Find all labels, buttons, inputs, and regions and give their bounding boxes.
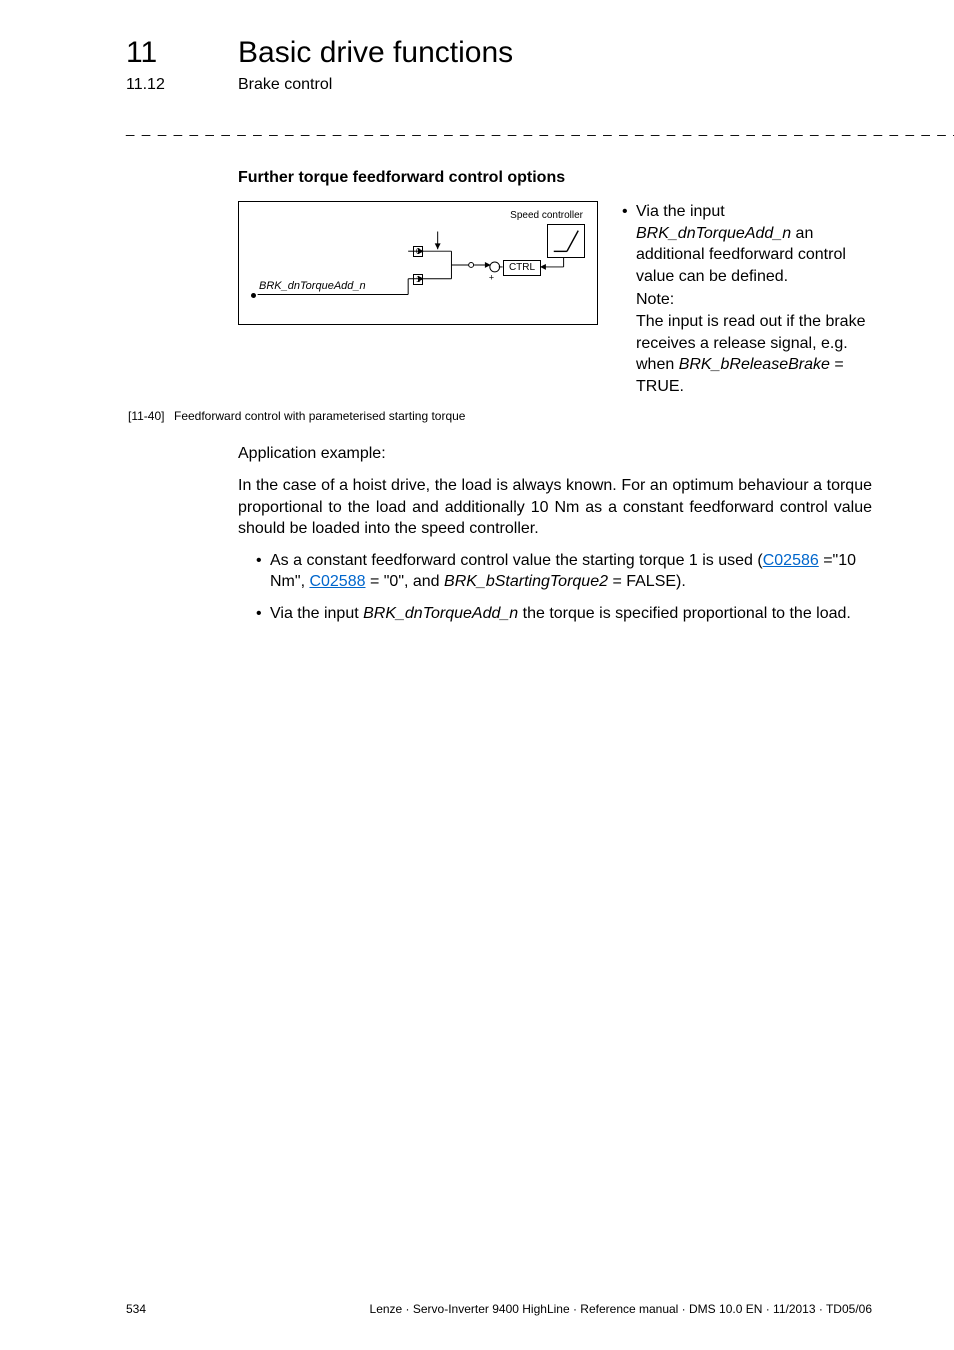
sub-bullet-list: As a constant feedforward control value … xyxy=(238,550,872,625)
note-block: Note: The input is read out if the brake… xyxy=(636,289,872,397)
bullet-text-italic: BRK_dnTorqueAdd_n xyxy=(636,225,791,242)
diagram-column: Speed controller CTRL 0 1 BRK_dnTorqueAd… xyxy=(238,201,598,399)
diagram-wires: + xyxy=(239,202,597,324)
footer-page-number: 534 xyxy=(126,1302,146,1316)
sb1-mid2: = "0", and xyxy=(366,573,445,590)
bullet-item: Via the input BRK_dnTorqueAdd_n an addit… xyxy=(622,201,872,397)
sub-bullet-1: As a constant feedforward control value … xyxy=(256,550,872,593)
link-c02588[interactable]: C02588 xyxy=(309,573,365,590)
note-label: Note: xyxy=(636,289,872,311)
sub-bullet-2: Via the input BRK_dnTorqueAdd_n the torq… xyxy=(256,603,872,625)
body-block: Application example: In the case of a ho… xyxy=(0,423,954,624)
sb1-italic: BRK_bStartingTorque2 xyxy=(444,573,608,590)
subchapter-title: Brake control xyxy=(238,76,332,94)
figure-caption-number: [11-40] xyxy=(128,409,174,423)
note-body-italic: BRK_bReleaseBrake xyxy=(679,356,830,373)
feedforward-diagram: Speed controller CTRL 0 1 BRK_dnTorqueAd… xyxy=(238,201,598,325)
sb1-pre: As a constant feedforward control value … xyxy=(270,552,763,569)
figure-caption: [11-40] Feedforward control with paramet… xyxy=(0,399,954,423)
bullet-text-pre: Via the input xyxy=(636,203,725,220)
page-header: 11 Basic drive functions 11.12 Brake con… xyxy=(0,0,954,94)
section-title: Further torque feedforward control optio… xyxy=(0,137,954,187)
note-body: The input is read out if the brake recei… xyxy=(636,311,872,397)
application-example-label: Application example: xyxy=(238,443,872,465)
bullet-list: Via the input BRK_dnTorqueAdd_n an addit… xyxy=(622,201,872,397)
text-column: Via the input BRK_dnTorqueAdd_n an addit… xyxy=(622,201,872,399)
separator-dashes: _ _ _ _ _ _ _ _ _ _ _ _ _ _ _ _ _ _ _ _ … xyxy=(0,94,954,137)
chapter-number: 11 xyxy=(126,36,238,70)
svg-text:+: + xyxy=(489,273,494,283)
chapter-line: 11 Basic drive functions xyxy=(126,36,954,70)
sb1-post: = FALSE). xyxy=(608,573,686,590)
chapter-title: Basic drive functions xyxy=(238,36,513,70)
link-c02586[interactable]: C02586 xyxy=(763,552,819,569)
figure-caption-text: Feedforward control with parameterised s… xyxy=(174,409,465,423)
sb2-pre: Via the input xyxy=(270,605,363,622)
sb2-post: the torque is specified proportional to … xyxy=(518,605,851,622)
subchapter-line: 11.12 Brake control xyxy=(126,76,954,94)
page-footer: 534 Lenze · Servo-Inverter 9400 HighLine… xyxy=(126,1302,872,1316)
paragraph-1: In the case of a hoist drive, the load i… xyxy=(238,475,872,540)
two-column-block: Speed controller CTRL 0 1 BRK_dnTorqueAd… xyxy=(0,187,954,399)
footer-right-text: Lenze · Servo-Inverter 9400 HighLine · R… xyxy=(370,1302,872,1316)
sb2-italic: BRK_dnTorqueAdd_n xyxy=(363,605,518,622)
subchapter-number: 11.12 xyxy=(126,76,238,94)
